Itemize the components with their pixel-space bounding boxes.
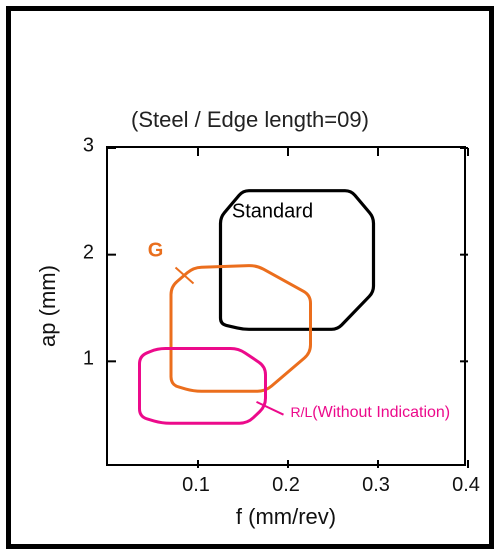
- y-tick-label: 1: [83, 348, 94, 371]
- x-tick-label: 0.4: [452, 474, 480, 497]
- x-axis-label: f (mm/rev): [236, 504, 336, 530]
- region-label-rl: R/L(Without Indication): [291, 404, 451, 422]
- x-tick-label: 0.3: [362, 474, 390, 497]
- region-rl: [140, 349, 266, 424]
- y-tick-label: 2: [83, 241, 94, 264]
- y-tick-label: 3: [83, 135, 94, 158]
- x-tick-label: 0.2: [272, 474, 300, 497]
- x-tick-label: 0.1: [182, 474, 210, 497]
- outer-frame: (Steel / Edge length=09) f (mm/rev) ap (…: [6, 6, 494, 549]
- region-label-g: G: [148, 239, 164, 262]
- y-axis-label: ap (mm): [35, 265, 61, 347]
- chart-title: (Steel / Edge length=09): [11, 107, 489, 133]
- region-label-standard: Standard: [232, 201, 313, 224]
